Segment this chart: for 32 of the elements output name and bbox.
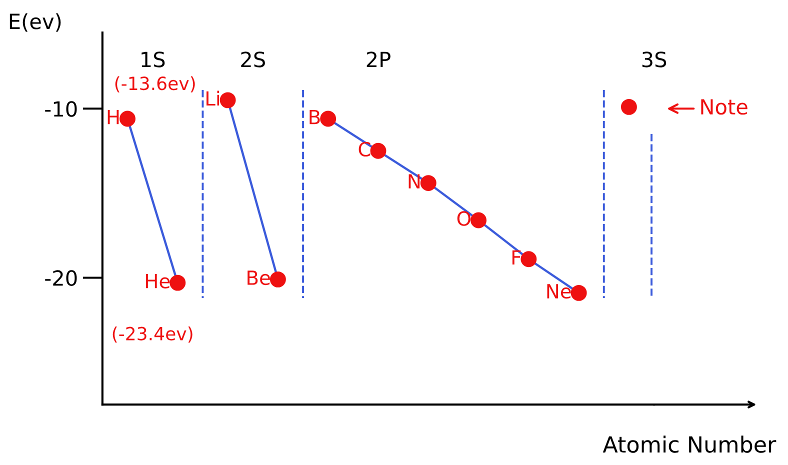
y-axis-title: E(ev) <box>10 13 61 32</box>
annotation: (-23.4ev) <box>112 326 192 343</box>
x-axis-title: Atomic Number <box>602 436 776 453</box>
annotation: 1S <box>142 52 165 68</box>
point <box>270 271 286 288</box>
annotation: (-13.6ev) <box>115 76 195 92</box>
text: Note <box>701 99 748 115</box>
y-tick-label: -10 <box>45 101 77 117</box>
data-label: C <box>358 142 370 157</box>
data-label: Be <box>248 270 270 286</box>
point <box>470 212 487 228</box>
data-label: H <box>108 110 119 124</box>
point <box>170 274 186 291</box>
point <box>520 251 537 268</box>
point <box>420 175 436 192</box>
point <box>570 284 587 301</box>
data-label: F <box>512 250 521 264</box>
point <box>220 92 236 108</box>
point <box>120 110 136 127</box>
y-tick-label: -20 <box>45 270 77 286</box>
annotation: 2S <box>241 52 265 68</box>
annotation: 3S <box>642 52 666 68</box>
data-label: Li <box>206 90 220 106</box>
data-label: Ne <box>547 284 571 299</box>
data-label: O <box>457 211 470 226</box>
point <box>320 110 336 127</box>
data-label: N <box>408 174 420 188</box>
annotation: 2P <box>366 52 390 68</box>
point <box>370 142 386 159</box>
data-label: He <box>146 274 170 288</box>
point <box>620 98 637 115</box>
data-label: B <box>310 110 320 124</box>
